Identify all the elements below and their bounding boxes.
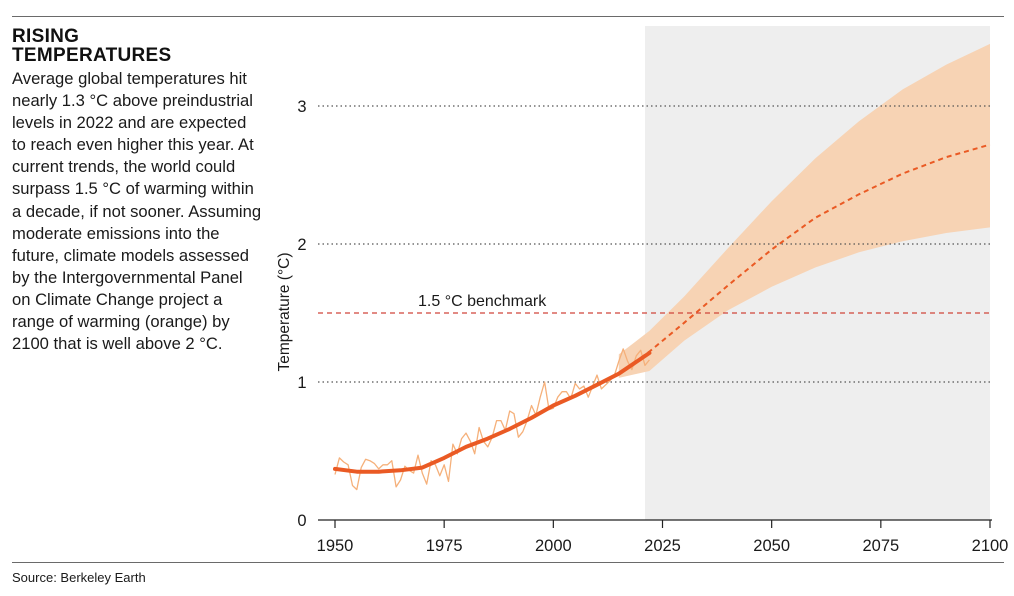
annual-temperature-line: [334, 348, 650, 491]
y-tick-label-2: 2: [297, 236, 306, 254]
x-axis-ticks: 1950 1975 2000 2025 2050 2075 2100: [317, 520, 1009, 555]
x-tick-label-2075: 2075: [862, 537, 899, 555]
source-note: Source: Berkeley Earth: [12, 570, 146, 585]
chart-title: RISING TEMPERATURES: [12, 26, 172, 66]
projection-line: [618, 143, 991, 375]
chart-description: Average global temperatures hit nearly 1…: [12, 69, 262, 354]
benchmark-label: 1.5 °C benchmark: [418, 293, 547, 310]
y-tick-label-1: 1: [297, 374, 306, 392]
projection-band: [618, 43, 990, 378]
y-tick-label-3: 3: [297, 98, 306, 116]
x-tick-label-1975: 1975: [426, 537, 463, 555]
y-axis-ticks: 0 1 2 3: [297, 98, 306, 530]
x-tick-label-2025: 2025: [644, 537, 681, 555]
x-tick-label-2000: 2000: [535, 537, 572, 555]
x-tick-label-1950: 1950: [317, 537, 354, 555]
smoothed-temperature-line: [333, 351, 652, 474]
top-rule: [12, 16, 1004, 17]
x-tick-label-2050: 2050: [753, 537, 790, 555]
x-tick-label-2100: 2100: [972, 537, 1009, 555]
bottom-rule: [12, 562, 1004, 563]
y-axis-title: Temperature (°C): [276, 252, 293, 371]
y-tick-label-0: 0: [297, 512, 306, 530]
